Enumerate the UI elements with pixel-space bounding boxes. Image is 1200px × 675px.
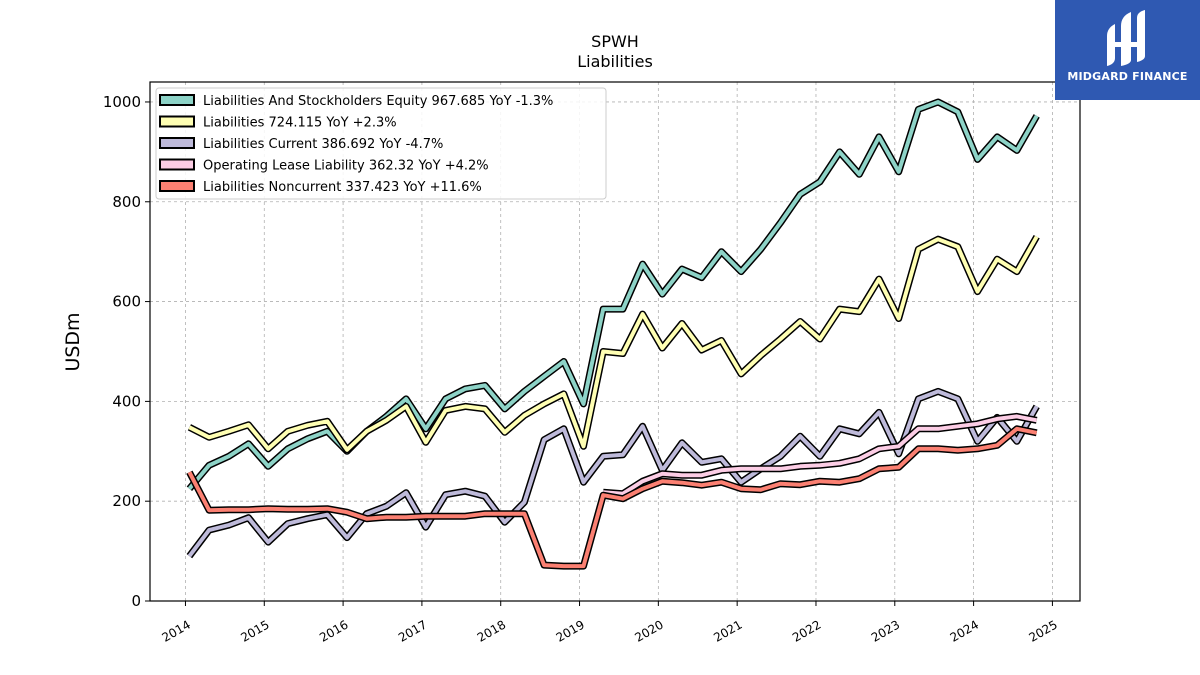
- series-line: [187, 100, 1039, 490]
- x-tick-label: 2023: [869, 617, 902, 644]
- x-tick-label: 2015: [238, 617, 271, 644]
- y-tick-label: 400: [112, 392, 141, 410]
- legend-swatch: [159, 137, 195, 149]
- series-line-outline: [186, 387, 1040, 559]
- y-ticks: 0 200 400 600 800 1000: [103, 93, 150, 610]
- legend-entry: Liabilities Noncurrent 337.423 YoY +11.6…: [203, 180, 482, 195]
- legend-swatch: [159, 94, 195, 106]
- series-liabilities-current: [186, 387, 1040, 559]
- x-tick-label: 2016: [317, 617, 350, 644]
- x-tick-label: 2022: [790, 617, 823, 644]
- x-tick-label: 2014: [160, 617, 193, 644]
- x-tick-label: 2021: [711, 617, 744, 644]
- series-line: [187, 426, 1038, 569]
- x-tick-label: 2020: [632, 617, 665, 644]
- midgard-logo-icon: [1107, 10, 1145, 66]
- y-tick-label: 200: [112, 492, 141, 510]
- x-ticks: 2014 2015 2016 2017 2018 2019 2020 2021 2022 2023…: [160, 601, 1060, 645]
- legend-entry: Liabilities And Stockholders Equity 967.…: [203, 94, 553, 109]
- legend-swatch: [159, 180, 195, 192]
- legend-box: [155, 87, 607, 200]
- series-operating-lease-liability: [602, 412, 1038, 498]
- brand-logo: MIDGARD FINANCE: [1055, 0, 1200, 100]
- legend: Liabilities And Stockholders Equity 967.…: [155, 87, 607, 200]
- series-layer: [186, 98, 1040, 570]
- series-liabilities-noncurrent: [186, 425, 1038, 570]
- series-liabilities-and-stockholders-equity: [186, 98, 1040, 491]
- series-liabilities: [187, 234, 1040, 454]
- y-tick-label: 800: [112, 193, 141, 211]
- x-tick-label: 2018: [475, 617, 508, 644]
- y-axis-label: USDm: [62, 312, 84, 371]
- y-tick-label: 600: [112, 293, 141, 311]
- chart-subtitle: Liabilities: [577, 52, 653, 71]
- plot-frame: [149, 81, 1081, 602]
- logo-text: MIDGARD FINANCE: [1067, 70, 1188, 83]
- x-tick-label: 2017: [396, 617, 429, 644]
- x-tick-label: 2025: [1026, 617, 1059, 644]
- legend-entry: Operating Lease Liability 362.32 YoY +4.…: [203, 159, 489, 174]
- chart-title: SPWH: [591, 32, 639, 51]
- legend-swatch: [159, 158, 195, 171]
- x-tick-label: 2024: [948, 617, 981, 644]
- legend-entry: Liabilities Current 386.692 YoY -4.7%: [203, 137, 443, 152]
- y-tick-label: 0: [131, 592, 141, 610]
- legend-swatch: [159, 115, 195, 128]
- legend-entry: Liabilities 724.115 YoY +2.3%: [203, 116, 397, 131]
- series-line: [603, 414, 1038, 496]
- y-tick-label: 1000: [103, 93, 141, 111]
- x-tick-label: 2019: [554, 617, 587, 644]
- series-line: [188, 235, 1039, 452]
